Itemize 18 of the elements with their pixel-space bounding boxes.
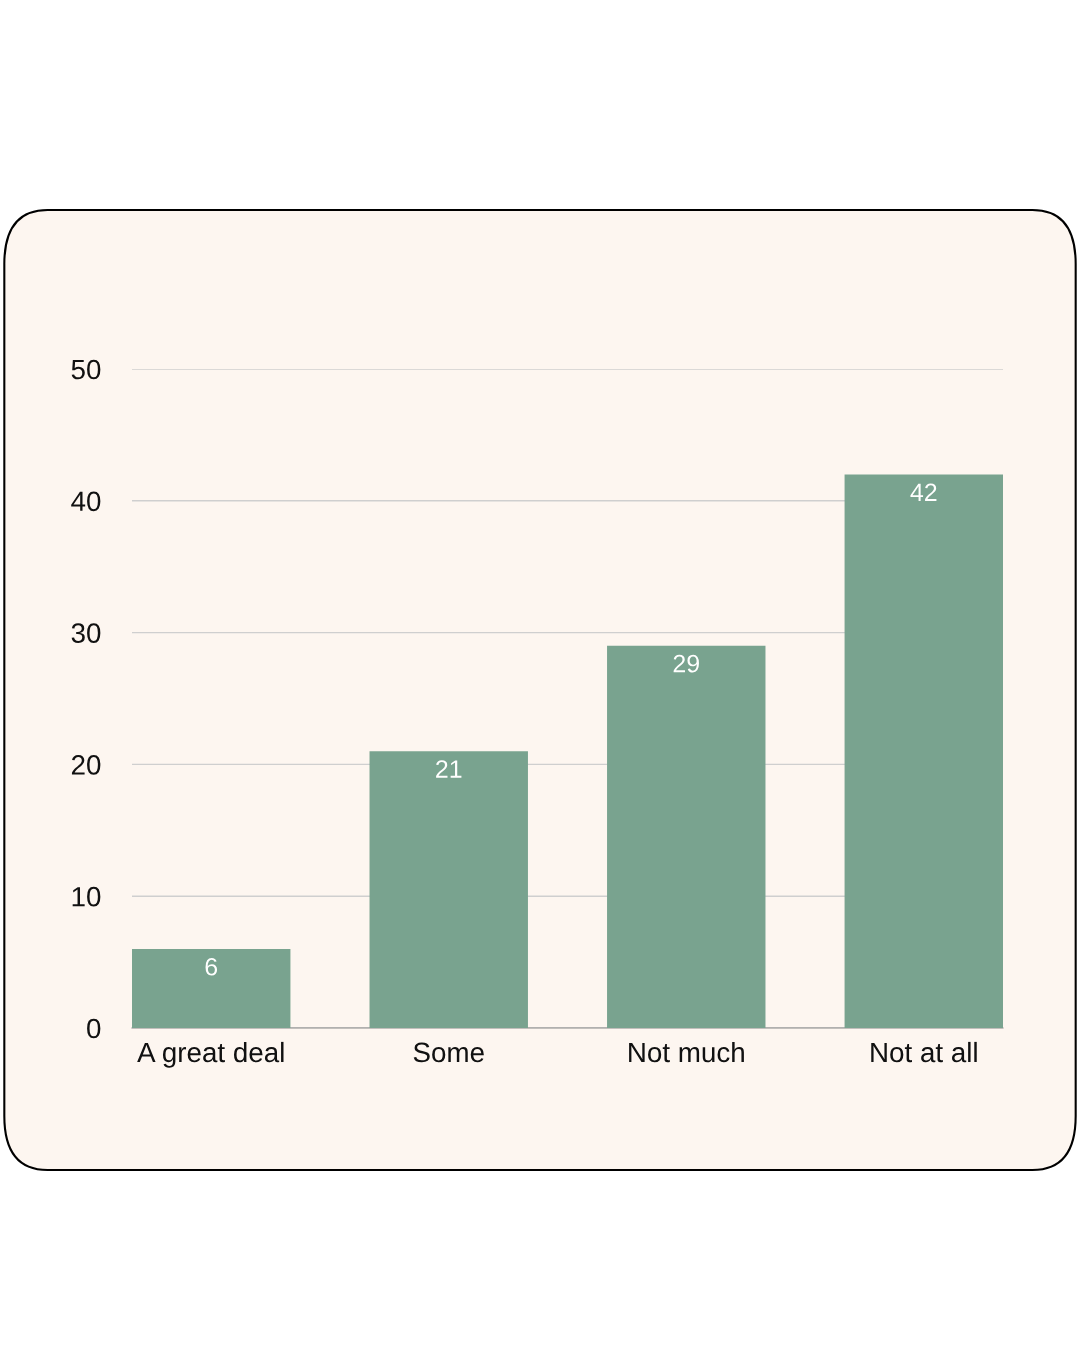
bar	[607, 645, 766, 1028]
data-label: 6	[205, 957, 218, 976]
x-tick-label: Some	[413, 1042, 484, 1063]
y-tick-label: 40	[71, 491, 101, 512]
y-tick-label: 20	[71, 755, 101, 775]
data-label: 21	[436, 760, 462, 778]
y-tick-label: 30	[71, 623, 101, 643]
bar	[132, 948, 291, 1028]
bar	[844, 474, 1003, 1028]
x-tick-label: A great deal	[137, 1041, 284, 1068]
data-label: 42	[910, 483, 937, 501]
y-tick-label: 0	[87, 1018, 101, 1039]
x-tick-label: Not at all	[871, 1041, 977, 1063]
bar	[369, 751, 528, 1028]
y-tick-label: 50	[71, 359, 101, 380]
y-tick-label: 10	[72, 886, 101, 907]
data-label: 29	[673, 654, 699, 673]
x-tick-label: Not much	[629, 1041, 744, 1063]
